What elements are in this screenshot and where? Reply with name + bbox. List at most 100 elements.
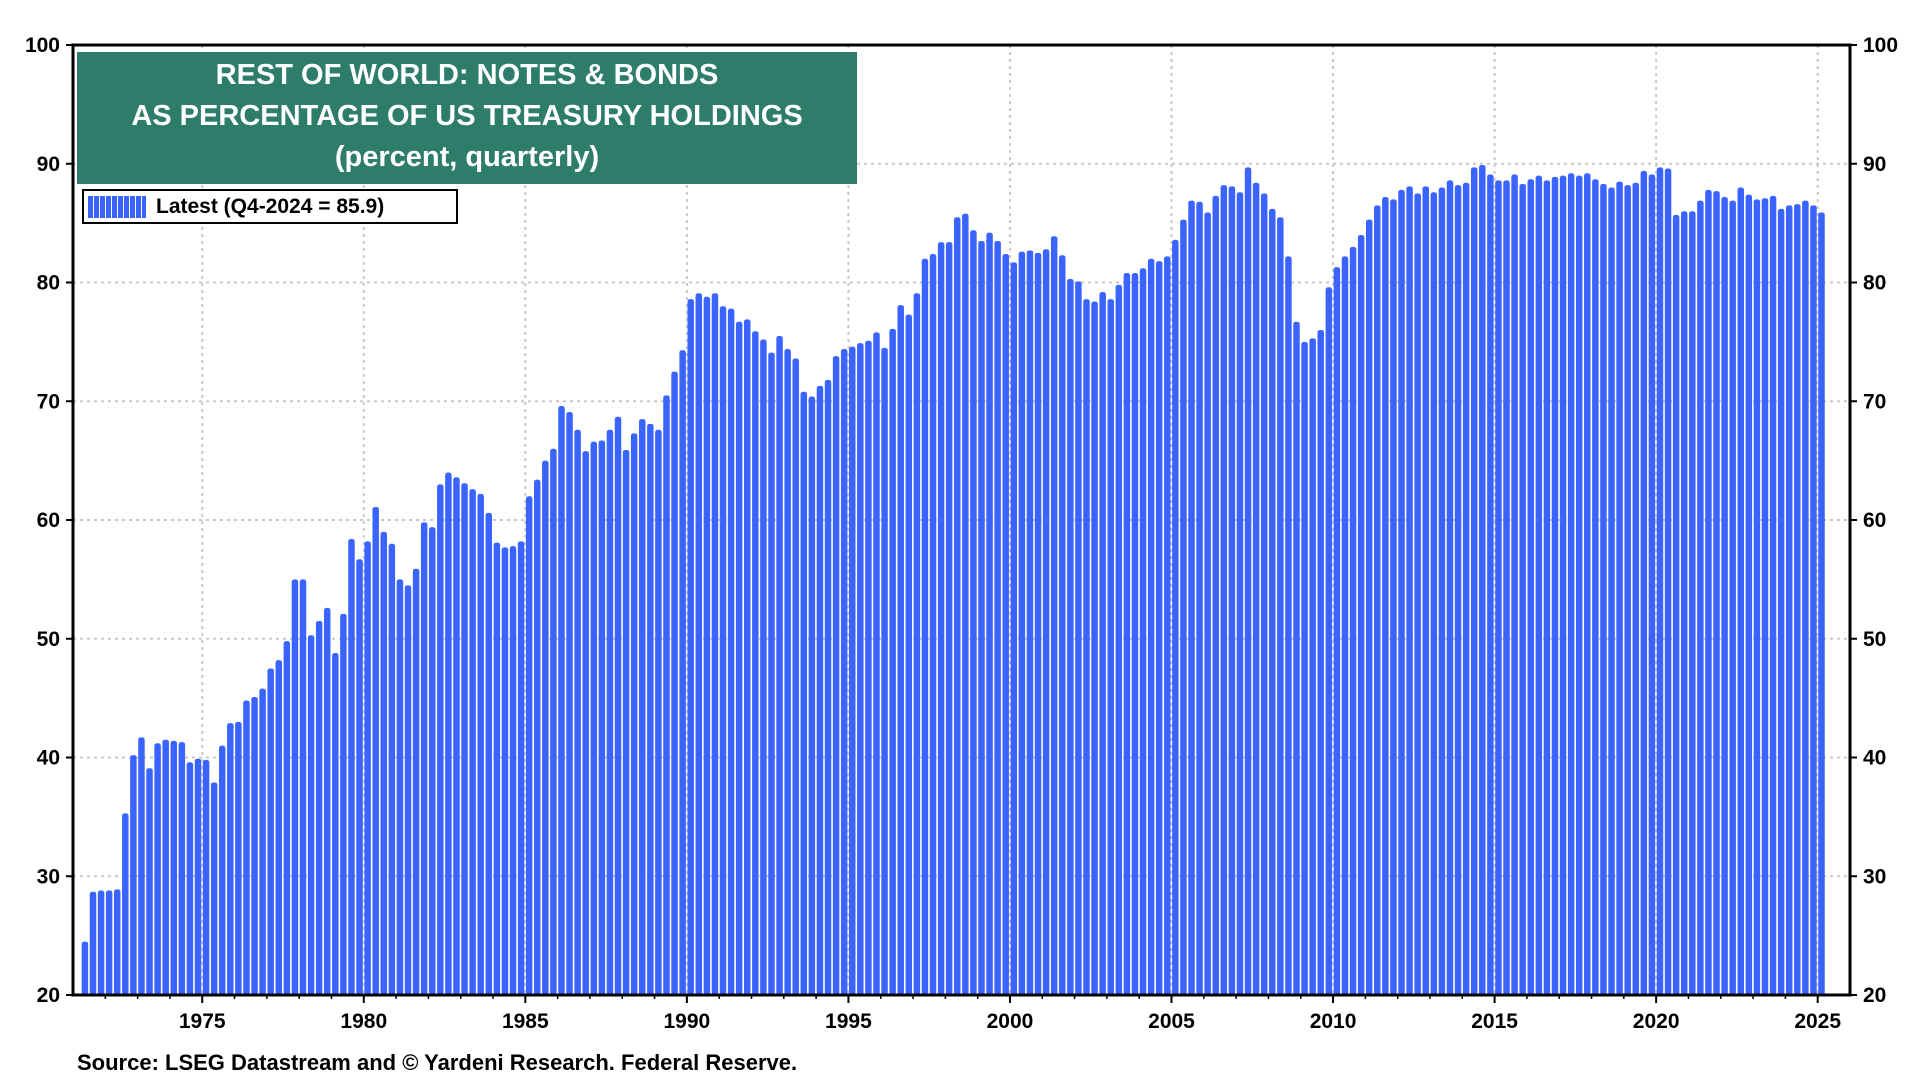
bar: [1785, 205, 1793, 995]
bar: [1301, 341, 1308, 995]
bar: [873, 332, 880, 995]
bar: [340, 613, 347, 995]
bar: [1285, 256, 1292, 995]
bar: [824, 379, 832, 995]
bar: [1422, 186, 1429, 995]
y-tick-label-right: 60: [1863, 509, 1886, 532]
bar: [978, 240, 985, 995]
bar: [105, 890, 113, 995]
y-tick-label-right: 100: [1863, 34, 1898, 57]
bar: [832, 356, 840, 995]
bar: [1584, 173, 1591, 995]
bar: [1196, 201, 1203, 995]
y-tick-label-right: 20: [1863, 984, 1886, 1007]
y-tick-label-right: 70: [1863, 390, 1886, 413]
bar: [542, 460, 549, 995]
bar: [356, 559, 363, 995]
bar: [1107, 299, 1114, 995]
bar: [1155, 261, 1163, 995]
bar: [283, 641, 291, 995]
bar: [130, 755, 137, 995]
bar: [420, 522, 428, 995]
bar: [501, 547, 509, 995]
bar: [1680, 211, 1688, 995]
bar: [937, 242, 945, 995]
bar: [671, 371, 678, 995]
bar: [1616, 181, 1623, 995]
x-tick-label: 1990: [664, 1010, 711, 1033]
bar: [840, 349, 848, 995]
bar: [154, 743, 161, 995]
bar: [1729, 200, 1736, 995]
bar: [744, 319, 751, 995]
bar: [1511, 174, 1518, 995]
bar: [1567, 173, 1575, 995]
bar: [243, 700, 250, 995]
bar: [1325, 287, 1333, 995]
bar: [429, 527, 436, 995]
bar: [534, 479, 541, 995]
bar: [986, 232, 993, 995]
bar: [1018, 251, 1026, 995]
bar: [162, 739, 169, 995]
bar: [1495, 180, 1502, 995]
bar: [291, 579, 299, 995]
bar: [1260, 193, 1268, 995]
bar: [1543, 180, 1551, 995]
bar: [1188, 200, 1195, 995]
bar: [113, 889, 121, 995]
bar: [1034, 252, 1042, 995]
y-tick-label-left: 70: [37, 390, 60, 413]
bar: [146, 768, 153, 995]
bar: [1794, 204, 1801, 995]
bar: [1600, 183, 1607, 995]
bar: [235, 721, 242, 995]
bar: [259, 688, 266, 995]
bar: [380, 531, 388, 995]
bar: [647, 423, 654, 995]
bar: [445, 472, 452, 995]
bar: [639, 419, 646, 995]
x-tick-label: 2020: [1633, 1010, 1680, 1033]
bar: [404, 585, 412, 995]
bar: [1559, 175, 1567, 995]
bar: [1067, 278, 1074, 995]
bar: [1010, 262, 1018, 995]
bar: [816, 385, 824, 995]
bar: [800, 391, 808, 995]
bar: [388, 543, 396, 995]
bar: [1810, 205, 1817, 995]
bar: [1648, 174, 1656, 995]
bar: [558, 406, 565, 995]
y-tick-label-right: 30: [1863, 865, 1886, 888]
bar: [622, 449, 630, 995]
bar: [614, 416, 622, 995]
bar: [849, 346, 856, 995]
bar: [1365, 219, 1373, 995]
bar: [1802, 200, 1809, 995]
bar: [1503, 180, 1510, 995]
bar: [517, 541, 525, 995]
bar: [760, 339, 767, 995]
bar: [202, 759, 210, 995]
bar: [1470, 167, 1478, 995]
bar: [1737, 187, 1744, 995]
bar: [372, 506, 379, 995]
bar: [776, 335, 783, 995]
bar: [1236, 192, 1244, 995]
bar: [275, 660, 283, 995]
bar: [307, 635, 315, 995]
bar: [1139, 268, 1147, 995]
bar: [469, 489, 476, 995]
bar: [1777, 208, 1785, 995]
bar: [251, 696, 258, 995]
bar: [1341, 256, 1349, 995]
bar: [784, 349, 791, 995]
bar: [1293, 321, 1300, 995]
bar: [1002, 254, 1009, 995]
bar: [461, 483, 468, 995]
chart-legend: Latest (Q4-2024 = 85.9): [82, 189, 458, 224]
bar: [1390, 199, 1397, 995]
x-tick-label: 2000: [987, 1010, 1034, 1033]
